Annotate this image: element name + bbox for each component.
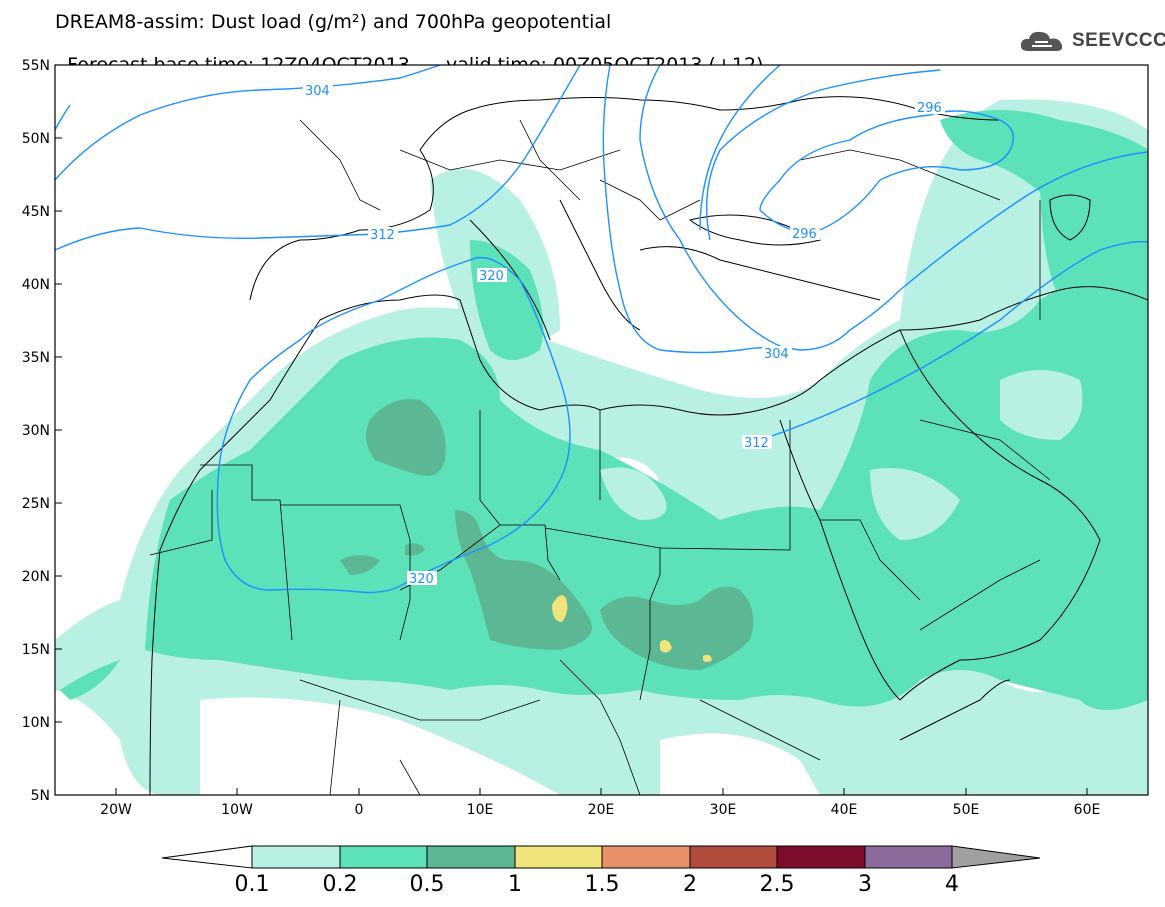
logo-text: SEEVCCC — [1072, 30, 1165, 51]
contour-labels: 304 296 312 320 296 304 312 320 — [303, 83, 945, 587]
colorbar-label-4: 4 — [945, 872, 959, 897]
lat-tick-45n: 45N — [22, 204, 50, 220]
lon-tick-10e: 10E — [467, 802, 494, 818]
lat-tick-5n: 5N — [31, 788, 50, 804]
colorbar-label-3: 3 — [858, 872, 872, 897]
lat-tick-25n: 25N — [22, 496, 50, 512]
lon-tick-30e: 30E — [710, 802, 737, 818]
lon-tick-40e: 40E — [831, 802, 858, 818]
colorbar-swatch-7 — [864, 845, 953, 869]
lat-tick-15n: 15N — [22, 642, 50, 658]
lat-tick-35n: 35N — [22, 350, 50, 366]
lon-tick-50e: 50E — [953, 802, 980, 818]
colorbar-swatch-5 — [689, 845, 778, 869]
colorbar-swatch-6 — [776, 845, 866, 869]
geopotential-contours — [55, 65, 1148, 594]
colorbar-label-2.5: 2.5 — [759, 872, 795, 897]
lon-axis: 20W 10W 0 10E 20E 30E 40E 50E 60E — [100, 788, 1100, 818]
colorbar-swatch-2 — [426, 845, 516, 869]
colorbar-upper-arrow — [951, 845, 1041, 869]
colorbar-label-0.2: 0.2 — [322, 872, 358, 897]
lat-axis: 55N 50N 45N 40N 35N 30N 25N 20N 15N 10N … — [22, 58, 62, 804]
colorbar-swatch-4 — [601, 845, 691, 869]
contour-label-320-sahara: 320 — [409, 572, 434, 587]
contour-label-304-atlantic: 304 — [305, 84, 330, 99]
dust-layer-1 — [552, 595, 712, 662]
lon-tick-0: 0 — [355, 802, 364, 818]
contour-label-296-caspian: 296 — [917, 101, 942, 116]
colorbar-swatch-3 — [514, 845, 603, 869]
lon-tick-20w: 20W — [100, 802, 132, 818]
lat-tick-30n: 30N — [22, 423, 50, 439]
lon-tick-10w: 10W — [221, 802, 253, 818]
colorbar-label-0.1: 0.1 — [234, 872, 270, 897]
cloud-icon — [1020, 31, 1063, 51]
lat-tick-50n: 50N — [22, 131, 50, 147]
lat-tick-55n: 55N — [22, 58, 50, 74]
seevccc-logo: SEEVCCC — [1018, 27, 1165, 55]
colorbar — [161, 845, 1041, 869]
colorbar-swatch-0 — [251, 845, 341, 869]
colorbar-label-1: 1 — [508, 872, 522, 897]
lat-tick-40n: 40N — [22, 277, 50, 293]
colorbar-label-0.5: 0.5 — [409, 872, 445, 897]
colorbar-label-1.5: 1.5 — [584, 872, 620, 897]
contour-label-312-egypt: 312 — [744, 436, 769, 451]
contour-label-312-iberia: 312 — [370, 228, 395, 243]
colorbar-lower-arrow — [161, 845, 253, 869]
contour-label-304-cyprus: 304 — [764, 347, 789, 362]
lon-tick-20e: 20E — [588, 802, 615, 818]
contour-label-320-sardinia: 320 — [479, 269, 504, 284]
lon-tick-60e: 60E — [1074, 802, 1101, 818]
coastlines — [149, 96, 1148, 795]
colorbar-label-2: 2 — [683, 872, 697, 897]
contour-label-296-blacksea: 296 — [792, 227, 817, 242]
lat-tick-20n: 20N — [22, 569, 50, 585]
colorbar-swatch-1 — [339, 845, 428, 869]
map-title: DREAM8-assim: Dust load (g/m²) and 700hP… — [55, 11, 612, 33]
lat-tick-10n: 10N — [22, 715, 50, 731]
